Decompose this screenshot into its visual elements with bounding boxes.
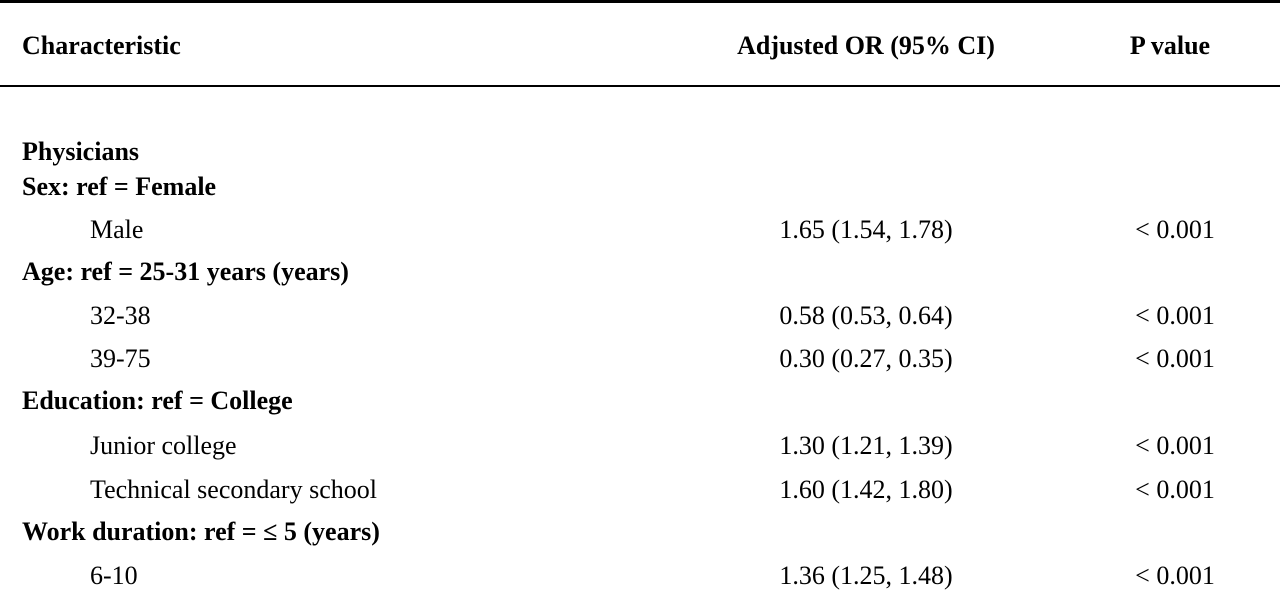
section-heading: Physicians bbox=[22, 137, 140, 166]
row-label: 32-38 bbox=[90, 301, 151, 330]
section-heading: Sex: ref = Female bbox=[22, 172, 217, 201]
row-value: 0.58 (0.53, 0.64) bbox=[779, 301, 953, 330]
row-label: 6-10 bbox=[90, 561, 138, 590]
header-rule bbox=[0, 85, 1280, 87]
row-value: < 0.001 bbox=[1135, 344, 1215, 373]
row-label: Male bbox=[90, 215, 144, 244]
row-value: 0.30 (0.27, 0.35) bbox=[779, 344, 953, 373]
row-value: 1.30 (1.21, 1.39) bbox=[779, 431, 953, 460]
row-value: 1.65 (1.54, 1.78) bbox=[779, 215, 953, 244]
row-value: < 0.001 bbox=[1135, 561, 1215, 590]
row-value: 1.36 (1.25, 1.48) bbox=[779, 561, 953, 590]
section-heading: Age: ref = 25-31 years (years) bbox=[22, 257, 349, 286]
section-heading: Work duration: ref = ≤ 5 (years) bbox=[22, 517, 380, 546]
section-heading: Education: ref = College bbox=[22, 386, 293, 415]
row-value: < 0.001 bbox=[1135, 431, 1215, 460]
top-rule bbox=[0, 0, 1280, 3]
header-cell: Adjusted OR (95% CI) bbox=[737, 31, 995, 60]
row-label: Junior college bbox=[90, 431, 237, 460]
row-value: < 0.001 bbox=[1135, 215, 1215, 244]
row-label: Technical secondary school bbox=[90, 475, 377, 504]
row-label: 39-75 bbox=[90, 344, 151, 373]
row-value: < 0.001 bbox=[1135, 301, 1215, 330]
row-value: < 0.001 bbox=[1135, 475, 1215, 504]
row-value: 1.60 (1.42, 1.80) bbox=[779, 475, 953, 504]
header-cell: P value bbox=[1129, 31, 1211, 60]
header-cell: Characteristic bbox=[22, 31, 181, 60]
